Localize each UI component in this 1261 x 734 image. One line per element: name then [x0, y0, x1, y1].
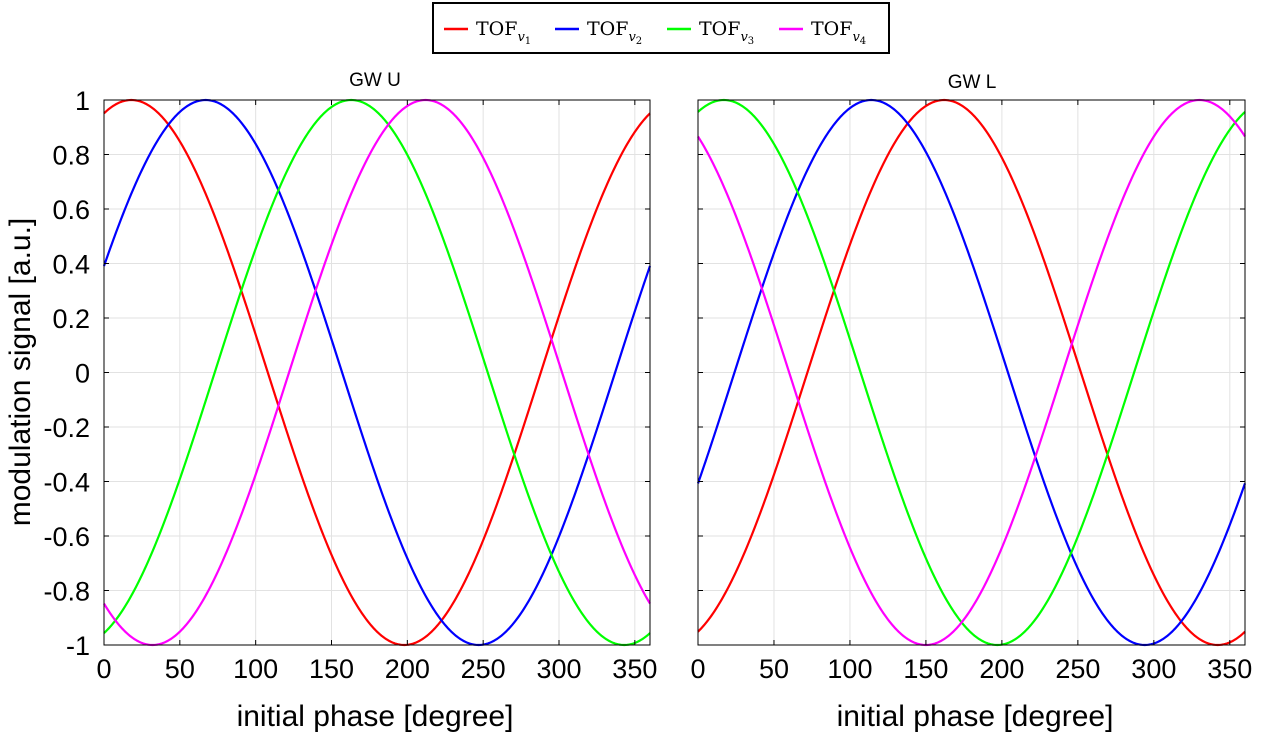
x-tick-label: 250 — [461, 654, 506, 684]
y-tick-labels: 1 0.8 0.6 0.4 0.2 0 -0.2 -0.4 -0.6 -0.8 -1 — [43, 86, 90, 661]
panel-title: GW L — [948, 72, 997, 93]
x-tick-label: 100 — [233, 654, 278, 684]
x-tick-label: 0 — [690, 654, 705, 684]
series-line-tof-v2 — [102, 98, 652, 647]
legend-label: TOFv3 — [699, 18, 754, 47]
y-tick-label: 0.6 — [52, 195, 90, 225]
tick-marks — [697, 99, 1245, 646]
legend-entry-tof-v1: TOFv1 — [444, 18, 531, 47]
y-axis-title: modulation signal [a.u.] — [4, 218, 37, 527]
x-tick-label: 350 — [612, 654, 657, 684]
x-tick-label: 200 — [979, 654, 1024, 684]
y-tick-label: 1 — [75, 86, 90, 116]
series-line-tof-v1 — [103, 98, 651, 647]
series-line-tof-v4 — [103, 98, 651, 647]
panel-title: GW U — [349, 70, 401, 91]
y-tick-label: -0.6 — [43, 522, 90, 552]
legend-entry-tof-v3: TOFv3 — [667, 18, 754, 47]
grid — [697, 99, 1245, 646]
x-tick-labels: 0 50 100 150 200 250 300 350 — [96, 654, 657, 684]
x-tick-label: 0 — [96, 654, 111, 684]
x-tick-label: 350 — [1207, 654, 1252, 684]
x-tick-label: 300 — [1131, 654, 1176, 684]
x-tick-label: 50 — [759, 654, 789, 684]
x-tick-label: 200 — [385, 654, 430, 684]
y-tick-label: -0.2 — [43, 413, 90, 443]
y-tick-label: 0.8 — [52, 141, 90, 171]
x-tick-label: 100 — [827, 654, 872, 684]
x-tick-label: 250 — [1055, 654, 1100, 684]
x-tick-labels: 0 50 100 150 200 250 300 350 — [690, 654, 1252, 684]
x-tick-label: 150 — [903, 654, 948, 684]
panel-gw-l: GW L 0 50 100 150 200 250 300 350 initial phase… — [690, 72, 1252, 733]
series-line-tof-v3 — [103, 98, 651, 647]
series-line-tof-v3 — [697, 98, 1246, 647]
series-line-tof-v4 — [697, 98, 1246, 647]
series-group — [102, 98, 652, 647]
legend-label: TOFv2 — [587, 18, 642, 47]
x-tick-label: 300 — [536, 654, 581, 684]
legend: TOFv1 TOFv2 TOFv3 TOFv4 — [432, 2, 890, 54]
legend-box — [432, 2, 890, 54]
legend-label: TOFv1 — [476, 18, 531, 47]
x-tick-label: 50 — [165, 654, 195, 684]
legend-entry-tof-v2: TOFv2 — [555, 18, 642, 47]
legend-entry-tof-v4: TOFv4 — [779, 18, 866, 47]
y-tick-label: 0 — [75, 359, 90, 389]
tick-marks — [103, 99, 650, 646]
panel-gw-u: GW U 0 50 100 150 200 250 300 350 1 0.8 0.6 0.4 0.2… — [4, 70, 657, 733]
y-tick-label: -0.8 — [43, 577, 90, 607]
y-tick-label: -0.4 — [43, 468, 90, 498]
series-line-tof-v1 — [697, 98, 1246, 647]
legend-label: TOFv4 — [811, 18, 866, 47]
x-axis-title: initial phase [degree] — [837, 700, 1114, 733]
y-tick-label: 0.2 — [52, 304, 90, 334]
y-tick-label: 0.4 — [52, 250, 90, 280]
x-tick-label: 150 — [309, 654, 354, 684]
x-axis-title: initial phase [degree] — [237, 700, 514, 733]
y-tick-label: -1 — [66, 631, 90, 661]
grid — [103, 99, 650, 646]
